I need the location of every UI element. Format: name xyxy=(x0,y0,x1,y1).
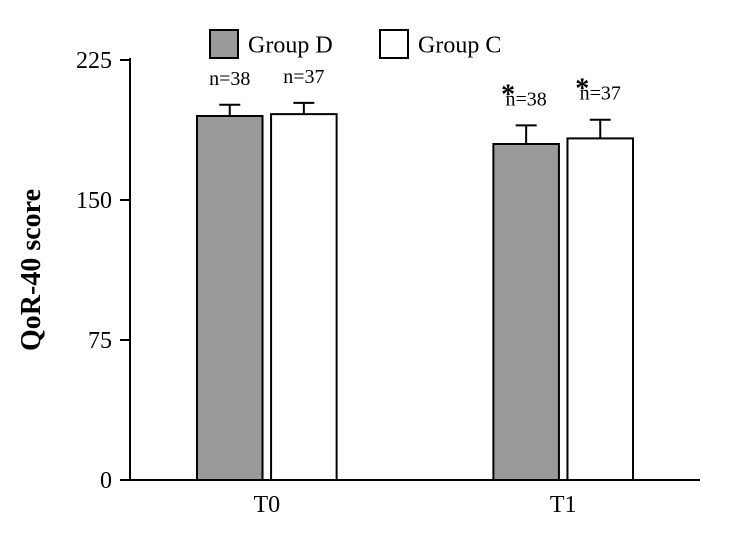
x-tick-label: T0 xyxy=(253,492,280,518)
n-label: n=37 xyxy=(283,66,324,88)
significance-star: * xyxy=(575,74,589,105)
y-axis-label: QoR-40 score xyxy=(16,189,47,351)
x-tick-label: T1 xyxy=(550,492,577,518)
y-tick-label: 225 xyxy=(76,48,112,74)
y-tick-label: 0 xyxy=(100,468,112,494)
legend-label: Group D xyxy=(248,32,333,58)
legend-label: Group C xyxy=(418,32,501,58)
bar xyxy=(493,144,559,480)
legend-swatch xyxy=(380,30,408,58)
legend-swatch xyxy=(210,30,238,58)
y-tick-label: 75 xyxy=(88,328,112,354)
bar xyxy=(567,138,633,480)
bar xyxy=(197,116,263,480)
bar-chart: Group D Group C 0 75 150 225 QoR-40 score T0 n=3… xyxy=(0,0,750,535)
significance-star: * xyxy=(501,79,515,110)
y-tick-label: 150 xyxy=(76,188,112,214)
bar xyxy=(271,114,337,480)
n-label: n=38 xyxy=(209,68,250,90)
chart-container: Group D Group C 0 75 150 225 QoR-40 score T0 n=3… xyxy=(0,0,750,535)
